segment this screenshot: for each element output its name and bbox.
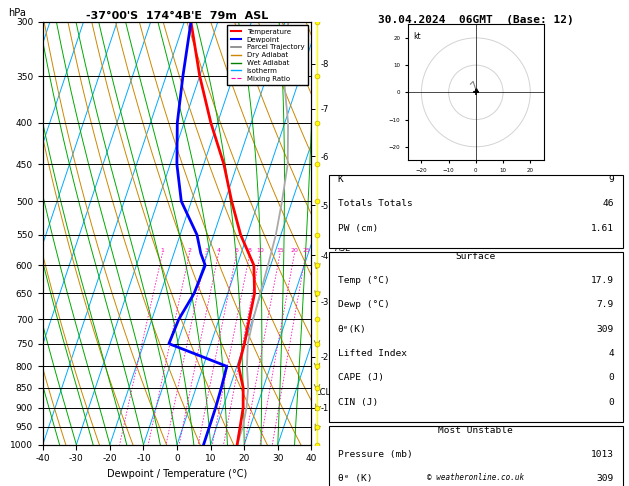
Text: 46: 46 <box>603 199 614 208</box>
Title: -37°00'S  174°4B'E  79m  ASL: -37°00'S 174°4B'E 79m ASL <box>86 11 268 21</box>
Text: PW (cm): PW (cm) <box>338 224 378 233</box>
Text: 9: 9 <box>608 175 614 184</box>
Text: 4: 4 <box>608 349 614 358</box>
Text: 309: 309 <box>596 474 614 484</box>
Text: 2: 2 <box>187 248 191 253</box>
Text: 3: 3 <box>204 248 208 253</box>
Text: CAPE (J): CAPE (J) <box>338 373 384 382</box>
Text: 7.9: 7.9 <box>596 300 614 310</box>
Bar <box>329 426 623 486</box>
Text: Surface: Surface <box>456 252 496 261</box>
Text: 0: 0 <box>608 398 614 407</box>
Text: 30.04.2024  06GMT  (Base: 12): 30.04.2024 06GMT (Base: 12) <box>378 15 574 25</box>
Text: hPa: hPa <box>8 8 26 17</box>
Bar <box>329 175 623 248</box>
Text: θᵉ (K): θᵉ (K) <box>338 474 372 484</box>
Text: 6: 6 <box>235 248 238 253</box>
Text: Dewp (°C): Dewp (°C) <box>338 300 389 310</box>
Text: 15: 15 <box>276 248 284 253</box>
Text: 1.61: 1.61 <box>591 224 614 233</box>
Text: 4: 4 <box>216 248 221 253</box>
Text: LCL: LCL <box>316 388 331 397</box>
Y-axis label: km
ASL: km ASL <box>335 233 350 253</box>
Text: 0: 0 <box>608 373 614 382</box>
Text: 1: 1 <box>160 248 164 253</box>
Text: 1013: 1013 <box>591 450 614 459</box>
Text: K: K <box>338 175 343 184</box>
Text: Totals Totals: Totals Totals <box>338 199 413 208</box>
Text: Temp (°C): Temp (°C) <box>338 276 389 285</box>
Text: 25: 25 <box>302 248 310 253</box>
X-axis label: Dewpoint / Temperature (°C): Dewpoint / Temperature (°C) <box>107 469 247 479</box>
Text: 309: 309 <box>596 325 614 334</box>
Text: Most Unstable: Most Unstable <box>438 426 513 435</box>
Legend: Temperature, Dewpoint, Parcel Trajectory, Dry Adiabat, Wet Adiabat, Isotherm, Mi: Temperature, Dewpoint, Parcel Trajectory… <box>227 25 308 85</box>
Text: 20: 20 <box>291 248 298 253</box>
Bar <box>329 252 623 422</box>
Text: 17.9: 17.9 <box>591 276 614 285</box>
Text: CIN (J): CIN (J) <box>338 398 378 407</box>
Text: 8: 8 <box>248 248 252 253</box>
Text: kt: kt <box>413 33 421 41</box>
Text: © weatheronline.co.uk: © weatheronline.co.uk <box>427 473 525 482</box>
Text: θᵉ(K): θᵉ(K) <box>338 325 367 334</box>
Text: Pressure (mb): Pressure (mb) <box>338 450 413 459</box>
Text: 10: 10 <box>257 248 264 253</box>
Text: Lifted Index: Lifted Index <box>338 349 407 358</box>
